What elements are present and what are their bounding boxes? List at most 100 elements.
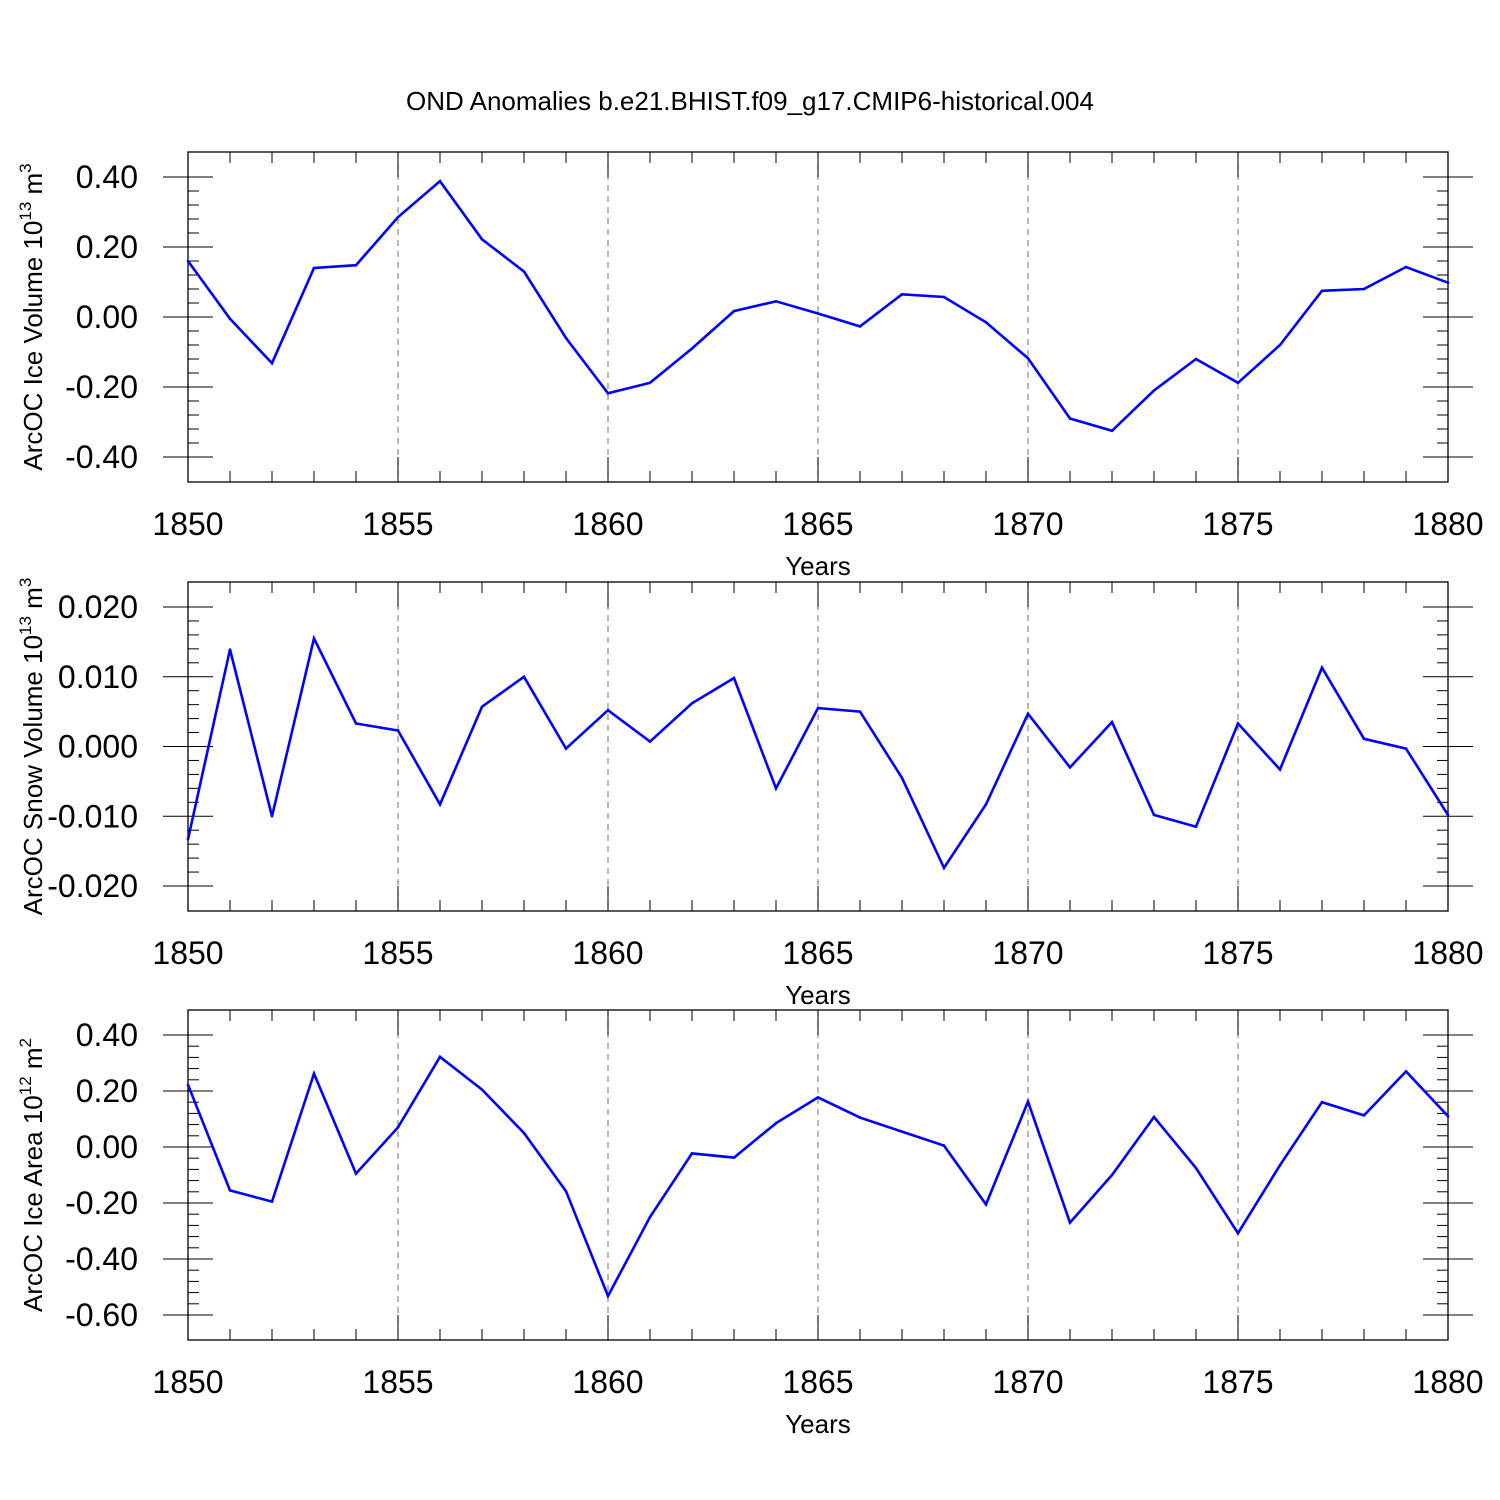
y-axis-title-text: ArcOC Ice Area 10 (18, 1095, 48, 1312)
data-point (1068, 417, 1072, 420)
data-point (354, 722, 358, 725)
data-point (690, 347, 694, 350)
data-point (564, 747, 568, 750)
data-point (1236, 1231, 1240, 1235)
x-tick-label: 1875 (1202, 506, 1273, 542)
data-point (648, 1215, 652, 1219)
data-point (1068, 1221, 1072, 1224)
x-axis-title: Years (785, 980, 851, 1010)
data-point (816, 706, 820, 710)
x-axis-title: Years (785, 551, 851, 581)
data-point (354, 1172, 358, 1175)
y-tick-label: -0.020 (47, 868, 138, 904)
x-tick-label: 1860 (572, 935, 643, 971)
data-point (564, 336, 568, 340)
data-point (984, 320, 988, 324)
data-point (732, 676, 736, 680)
data-point (606, 1294, 610, 1298)
y-axis-title-unit-exponent: 3 (16, 163, 35, 172)
chart-title: OND Anomalies b.e21.BHIST.f09_g17.CMIP6-… (406, 86, 1094, 116)
data-point (1278, 768, 1282, 771)
data-point (858, 1116, 862, 1119)
x-tick-label: 1860 (572, 506, 643, 542)
y-axis-title-text: ArcOC Ice Volume 10 (18, 221, 48, 471)
data-point (1152, 389, 1156, 392)
x-tick-label: 1870 (992, 1364, 1063, 1400)
data-point (606, 392, 610, 395)
data-point (942, 866, 946, 870)
data-point (1110, 429, 1114, 433)
x-tick-label: 1865 (782, 1364, 853, 1400)
data-point (1110, 1173, 1114, 1177)
y-axis-title-text: ArcOC Snow Volume 10 (18, 635, 48, 915)
x-tick-label: 1870 (992, 506, 1063, 542)
data-point (858, 710, 862, 713)
data-point (900, 776, 904, 780)
data-point (354, 263, 358, 267)
x-tick-label: 1880 (1412, 935, 1483, 971)
data-point (312, 266, 316, 270)
data-point (816, 312, 820, 315)
data-point (732, 309, 736, 313)
data-point (1236, 381, 1240, 385)
y-axis-title-unit-exponent: 2 (16, 1038, 35, 1047)
data-point (480, 1088, 484, 1091)
y-tick-label: 0.010 (58, 659, 138, 695)
data-point (900, 1130, 904, 1133)
y-tick-label: -0.40 (65, 439, 138, 475)
data-point (1320, 289, 1324, 293)
data-point (1068, 766, 1072, 769)
data-point (1320, 666, 1324, 669)
data-point (732, 1156, 736, 1159)
y-axis-title-unit: m (18, 173, 48, 202)
y-axis-title: ArcOC Ice Area 1012 m2 (16, 1038, 48, 1312)
data-point (270, 361, 274, 365)
data-point (564, 1189, 568, 1193)
data-point (312, 1072, 316, 1075)
data-point (984, 803, 988, 806)
x-axis-title: Years (785, 1409, 851, 1439)
data-point (480, 705, 484, 709)
data-point (900, 292, 904, 296)
data-point (396, 215, 400, 219)
data-point (1446, 813, 1450, 817)
y-axis-title-exponent: 13 (16, 616, 35, 635)
y-tick-label: 0.20 (76, 229, 138, 265)
data-point (942, 1144, 946, 1147)
data-point (438, 1055, 442, 1059)
data-point (186, 837, 190, 841)
y-axis-title: ArcOC Ice Volume 1013 m3 (16, 163, 48, 470)
x-tick-label: 1850 (152, 1364, 223, 1400)
data-point (1026, 712, 1030, 716)
x-tick-label: 1875 (1202, 935, 1273, 971)
data-point (1236, 722, 1240, 725)
y-tick-label: -0.20 (65, 369, 138, 405)
data-point (228, 648, 232, 651)
x-tick-label: 1865 (782, 506, 853, 542)
y-tick-label: 0.020 (58, 589, 138, 625)
x-tick-label: 1875 (1202, 1364, 1273, 1400)
data-point (1194, 1166, 1198, 1170)
x-tick-label: 1870 (992, 935, 1063, 971)
data-point (1362, 737, 1366, 741)
x-tick-label: 1850 (152, 506, 223, 542)
data-point (942, 295, 946, 299)
panels: -0.40 -0.20 0.00 0.20 0.40 1850 1855 1860 1865 18… (16, 151, 1484, 1439)
data-point (1278, 1163, 1282, 1167)
data-point (984, 1203, 988, 1206)
data-point (1026, 1100, 1030, 1103)
x-tick-label: 1860 (572, 1364, 643, 1400)
y-tick-label: -0.40 (65, 1241, 138, 1277)
x-tick-label: 1855 (362, 935, 433, 971)
data-point (1278, 343, 1282, 347)
y-tick-label: 0.40 (76, 159, 138, 195)
data-point (690, 1152, 694, 1155)
y-tick-label: -0.20 (65, 1185, 138, 1221)
data-point (1362, 1114, 1366, 1117)
x-tick-label: 1865 (782, 935, 853, 971)
y-tick-label: -0.010 (47, 798, 138, 834)
data-point (816, 1096, 820, 1099)
data-point (1404, 747, 1408, 750)
data-point (1152, 813, 1156, 817)
